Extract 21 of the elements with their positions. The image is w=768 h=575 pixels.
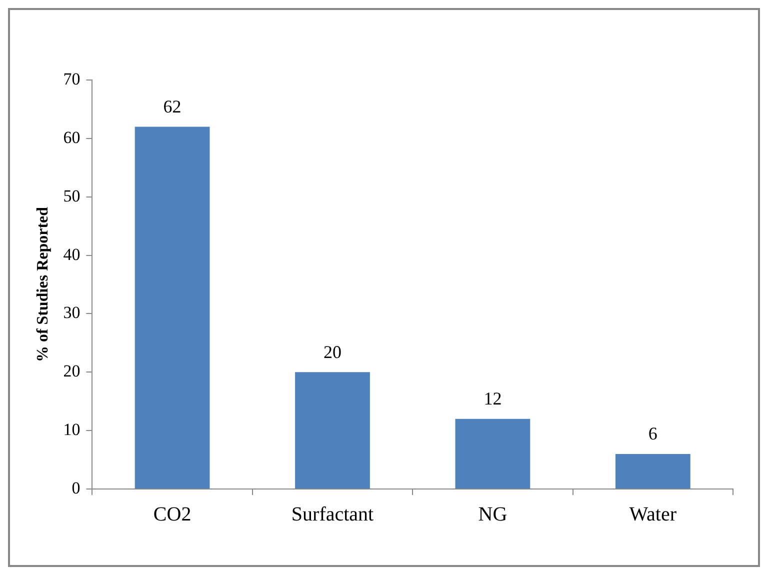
y-tick-label: 40 <box>63 244 80 264</box>
bar <box>295 372 370 488</box>
data-label: 6 <box>648 424 658 444</box>
y-tick-label: 70 <box>63 69 80 88</box>
data-label: 62 <box>163 96 182 116</box>
x-tick-label: NG <box>478 503 508 526</box>
data-label: 20 <box>324 342 342 362</box>
y-tick-label: 10 <box>63 420 80 440</box>
bar <box>615 454 690 488</box>
y-tick-label: 50 <box>63 186 80 206</box>
y-tick-label: 30 <box>63 303 80 322</box>
y-tick-label: 60 <box>63 128 80 147</box>
y-tick-label: 20 <box>63 362 80 381</box>
x-tick-label: Surfactant <box>291 503 374 526</box>
y-axis-title: % of Studies Reported <box>34 206 52 362</box>
x-tick-label: Water <box>629 503 677 526</box>
y-tick-label: 0 <box>72 478 80 498</box>
data-label: 12 <box>484 388 502 409</box>
x-tick-label: CO2 <box>153 503 192 526</box>
bar <box>134 126 210 488</box>
bar <box>455 418 530 488</box>
